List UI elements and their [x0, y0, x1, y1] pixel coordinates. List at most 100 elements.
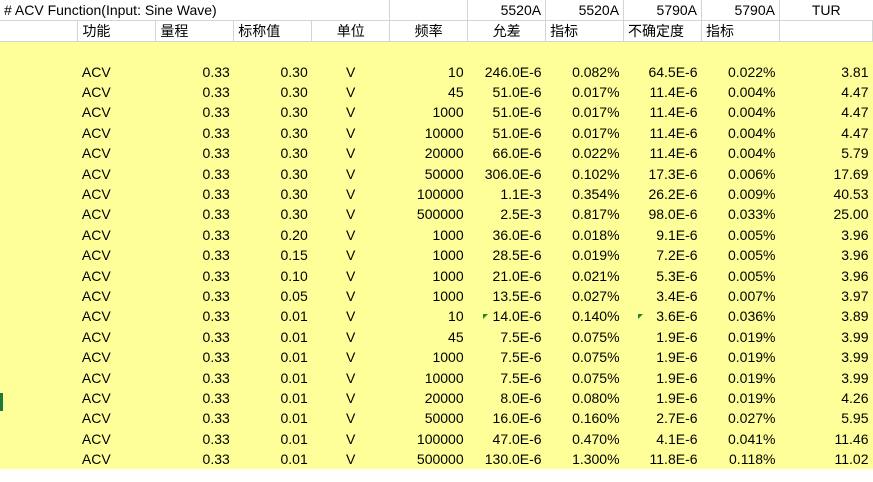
- cell-nominal[interactable]: 0.01: [233, 367, 312, 388]
- cell-spec2[interactable]: 0.005%: [701, 224, 780, 246]
- cell-nominal[interactable]: 0.01: [233, 306, 312, 327]
- cell-nominal[interactable]: 0.20: [233, 224, 312, 246]
- header-5790a-spec[interactable]: 5790A: [701, 0, 780, 21]
- cell-nominal[interactable]: 0.30: [233, 163, 312, 184]
- cell-tolerance[interactable]: 28.5E-6: [467, 245, 546, 266]
- subheader-spec[interactable]: 指标: [545, 20, 625, 42]
- cell-spec[interactable]: 0.082%: [545, 61, 624, 82]
- cell-range[interactable]: 0.33: [155, 306, 234, 327]
- cell-uncertainty[interactable]: 11.4E-6: [623, 143, 702, 164]
- cell-unit[interactable]: V: [311, 387, 390, 409]
- cell-spec[interactable]: 0.080%: [545, 387, 624, 409]
- header-cell[interactable]: [389, 0, 469, 21]
- cell-range[interactable]: 0.33: [155, 224, 234, 246]
- cell-spec[interactable]: 0.019%: [545, 245, 624, 266]
- cell-frequency[interactable]: 1000: [389, 245, 468, 266]
- cell-spec2[interactable]: 0.004%: [701, 81, 780, 103]
- cell-tolerance[interactable]: 51.0E-6: [467, 122, 546, 144]
- cell-function[interactable]: ACV: [77, 367, 156, 388]
- cell-tolerance[interactable]: 36.0E-6: [467, 224, 546, 246]
- cell-function[interactable]: ACV: [77, 306, 156, 327]
- header-5520a-spec[interactable]: 5520A: [545, 0, 625, 21]
- subheader-cell[interactable]: [779, 20, 873, 42]
- cell-spec2[interactable]: 0.036%: [701, 306, 780, 327]
- cell-nominal[interactable]: 0.01: [233, 387, 312, 409]
- cell-unit[interactable]: V: [311, 408, 390, 429]
- cell-uncertainty[interactable]: 11.4E-6: [623, 122, 702, 144]
- cell-function[interactable]: ACV: [77, 346, 156, 368]
- cell-frequency[interactable]: 100000: [389, 183, 468, 205]
- cell-range[interactable]: 0.33: [155, 346, 234, 368]
- cell-nominal[interactable]: 0.10: [233, 265, 312, 286]
- empty-cell[interactable]: [0, 102, 78, 123]
- cell-function[interactable]: ACV: [77, 387, 156, 409]
- cell-spec2[interactable]: 0.005%: [701, 265, 780, 286]
- empty-cell[interactable]: [0, 387, 78, 409]
- subheader-uncertainty[interactable]: 不确定度: [623, 20, 703, 42]
- cell-frequency[interactable]: 20000: [389, 387, 468, 409]
- cell-tur[interactable]: 4.47: [779, 102, 873, 123]
- cell-spec2[interactable]: 0.019%: [701, 346, 780, 368]
- cell-tur[interactable]: 3.96: [779, 224, 873, 246]
- cell-tolerance[interactable]: 16.0E-6: [467, 408, 546, 429]
- cell-nominal[interactable]: 0.30: [233, 122, 312, 144]
- cell-spec2[interactable]: 0.041%: [701, 428, 780, 449]
- cell-tolerance[interactable]: 13.5E-6: [467, 285, 546, 307]
- cell-uncertainty[interactable]: 26.2E-6: [623, 183, 702, 205]
- cell-unit[interactable]: V: [311, 61, 390, 82]
- cell-uncertainty[interactable]: 2.7E-6: [623, 408, 702, 429]
- cell-frequency[interactable]: 1000: [389, 285, 468, 307]
- cell-tur[interactable]: 5.95: [779, 408, 873, 429]
- cell-uncertainty[interactable]: 98.0E-6: [623, 204, 702, 225]
- cell-spec2[interactable]: 0.009%: [701, 183, 780, 205]
- cell-unit[interactable]: V: [311, 448, 390, 470]
- subheader-tolerance[interactable]: 允差: [467, 20, 547, 42]
- cell-function[interactable]: ACV: [77, 285, 156, 307]
- cell-range[interactable]: 0.33: [155, 81, 234, 103]
- cell-tur[interactable]: 3.96: [779, 245, 873, 266]
- cell-tolerance[interactable]: 8.0E-6: [467, 387, 546, 409]
- cell-tolerance[interactable]: 7.5E-6: [467, 326, 546, 347]
- cell-function[interactable]: ACV: [77, 163, 156, 184]
- cell-function[interactable]: ACV: [77, 102, 156, 123]
- cell-tur[interactable]: 3.99: [779, 367, 873, 388]
- cell-uncertainty[interactable]: 4.1E-6: [623, 428, 702, 449]
- cell-tolerance[interactable]: 51.0E-6: [467, 81, 546, 103]
- cell-range[interactable]: 0.33: [155, 61, 234, 82]
- cell-tolerance[interactable]: 66.0E-6: [467, 143, 546, 164]
- cell-frequency[interactable]: 20000: [389, 143, 468, 164]
- cell-spec[interactable]: 0.102%: [545, 163, 624, 184]
- cell-unit[interactable]: V: [311, 326, 390, 347]
- cell-unit[interactable]: V: [311, 204, 390, 225]
- cell-spec2[interactable]: 0.004%: [701, 102, 780, 123]
- cell-range[interactable]: 0.33: [155, 448, 234, 470]
- cell-nominal[interactable]: 0.01: [233, 448, 312, 470]
- cell-unit[interactable]: V: [311, 265, 390, 286]
- empty-cell[interactable]: [0, 224, 78, 246]
- cell-nominal[interactable]: 0.01: [233, 408, 312, 429]
- cell-uncertainty[interactable]: 17.3E-6: [623, 163, 702, 184]
- cell-frequency[interactable]: 500000: [389, 204, 468, 225]
- cell-uncertainty[interactable]: 11.8E-6: [623, 448, 702, 470]
- empty-cell[interactable]: [0, 428, 78, 449]
- cell-range[interactable]: 0.33: [155, 285, 234, 307]
- cell-frequency[interactable]: 1000: [389, 346, 468, 368]
- cell-uncertainty[interactable]: 11.4E-6: [623, 102, 702, 123]
- empty-cell[interactable]: [0, 306, 78, 327]
- cell-spec2[interactable]: 0.019%: [701, 326, 780, 347]
- cell-nominal[interactable]: 0.30: [233, 102, 312, 123]
- cell-tolerance[interactable]: 130.0E-6: [467, 448, 546, 470]
- cell-spec[interactable]: 0.354%: [545, 183, 624, 205]
- cell-range[interactable]: 0.33: [155, 102, 234, 123]
- cell-tolerance[interactable]: 7.5E-6: [467, 346, 546, 368]
- cell-uncertainty[interactable]: 1.9E-6: [623, 326, 702, 347]
- header-5790a-uncertainty[interactable]: 5790A: [623, 0, 703, 21]
- cell-range[interactable]: 0.33: [155, 367, 234, 388]
- empty-cell[interactable]: [0, 143, 78, 164]
- empty-cell[interactable]: [0, 163, 78, 184]
- cell-nominal[interactable]: 0.01: [233, 346, 312, 368]
- empty-cell[interactable]: [0, 81, 78, 103]
- cell-nominal[interactable]: 0.15: [233, 245, 312, 266]
- cell-unit[interactable]: V: [311, 285, 390, 307]
- cell-spec[interactable]: 0.022%: [545, 143, 624, 164]
